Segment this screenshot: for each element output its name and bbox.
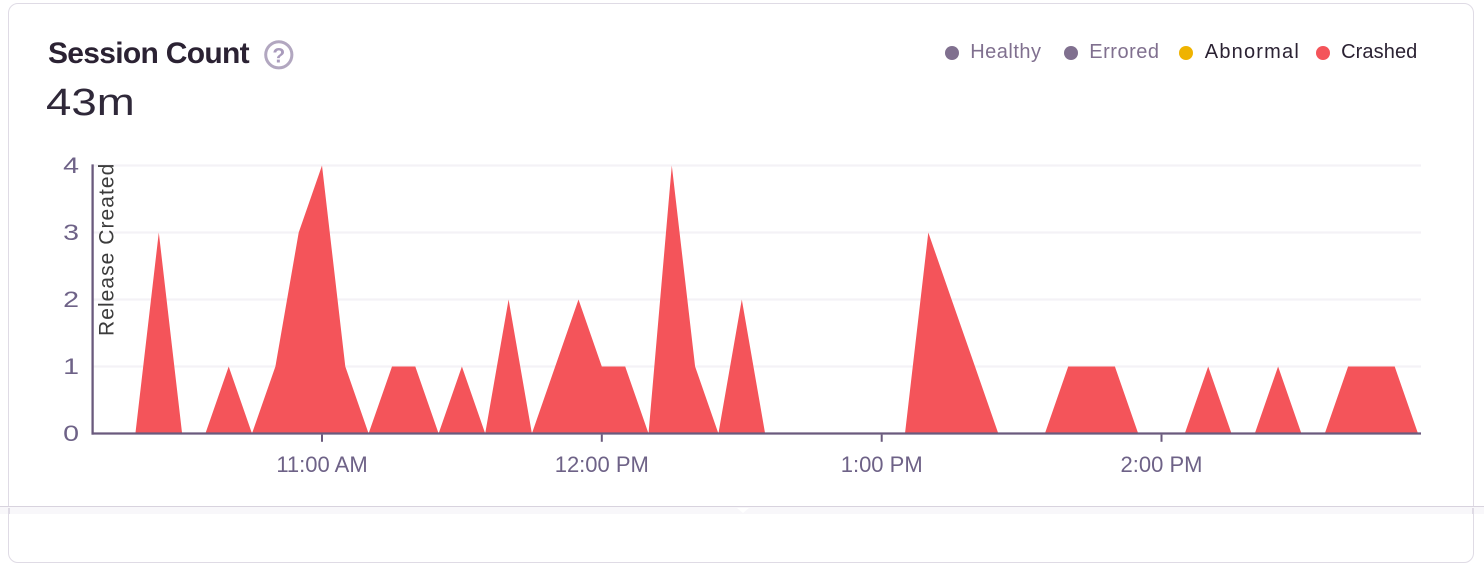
svg-text:Release Created: Release Created [96,163,119,336]
svg-text:?: ? [272,44,285,67]
